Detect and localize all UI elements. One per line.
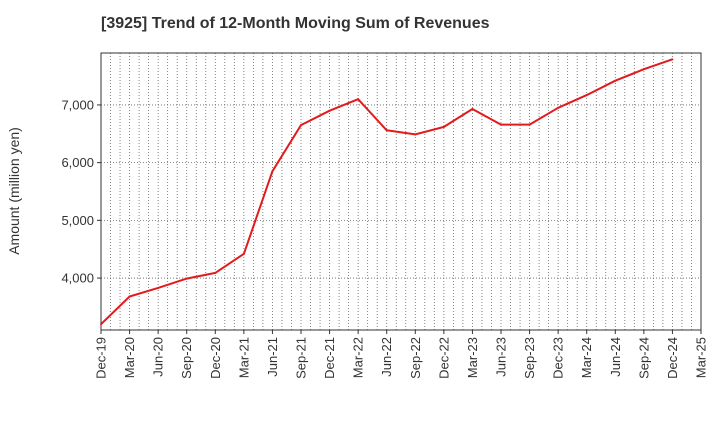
x-tick-label: Dec-23: [551, 337, 566, 379]
data-point: [557, 106, 560, 109]
data-point: [300, 124, 302, 127]
data-point: [357, 98, 360, 101]
grid: [101, 53, 701, 330]
x-tick-label: Jun-22: [379, 337, 394, 377]
x-tick-label: Mar-25: [694, 337, 709, 378]
x-axis-ticks: Dec-19 Mar-20 Jun-20 Sep-20 Dec-20 Mar-21 Jun-…: [94, 330, 709, 379]
x-tick-label: Sep-21: [294, 337, 309, 379]
data-point: [128, 295, 131, 298]
x-tick-label: Mar-24: [579, 337, 594, 378]
y-axis-label: Amount (million yen): [6, 127, 22, 255]
x-tick-label: Jun-21: [265, 337, 280, 377]
x-tick-label: Jun-24: [608, 337, 623, 377]
plot-frame: [100, 52, 702, 331]
plot-border: [100, 52, 702, 331]
x-tick-label: Sep-20: [179, 337, 194, 379]
data-point: [185, 277, 188, 280]
data-point: [471, 107, 474, 110]
x-tick-label: Jun-20: [151, 337, 166, 377]
data-point: [271, 170, 274, 173]
chart-title: [3925] Trend of 12-Month Moving Sum of R…: [101, 15, 490, 32]
data-point: [642, 68, 645, 71]
data-point: [157, 286, 160, 289]
y-tick-label: 4,000: [61, 271, 94, 286]
data-point: [385, 129, 388, 132]
x-tick-label: Dec-19: [94, 337, 109, 379]
y-tick-label: 5,000: [61, 213, 94, 228]
x-tick-label: Dec-22: [436, 337, 451, 379]
x-tick-label: Sep-24: [636, 337, 651, 379]
y-tick-label: 7,000: [61, 97, 94, 112]
y-axis-ticks: 4,000 5,000 6,000 7,000: [61, 97, 101, 286]
x-tick-label: Dec-20: [208, 337, 223, 379]
data-point: [585, 94, 588, 97]
y-tick-label: 6,000: [61, 155, 94, 170]
data-point: [442, 125, 445, 128]
data-point: [328, 109, 331, 112]
data-point: [500, 123, 502, 126]
x-tick-label: Mar-23: [465, 337, 480, 378]
data-point: [100, 323, 102, 326]
data-point: [242, 252, 245, 255]
x-tick-label: Sep-22: [408, 337, 423, 379]
data-point: [214, 271, 217, 274]
data-point: [614, 79, 617, 82]
x-tick-label: Sep-23: [522, 337, 537, 379]
data-point: [528, 123, 531, 126]
x-tick-label: Jun-23: [494, 337, 509, 377]
x-tick-label: Dec-24: [665, 337, 680, 379]
series: [100, 58, 674, 326]
x-tick-label: Dec-21: [322, 337, 337, 379]
data-point: [671, 58, 674, 61]
data-point: [414, 133, 417, 136]
x-tick-label: Mar-22: [351, 337, 366, 378]
x-tick-label: Mar-20: [122, 337, 137, 378]
x-tick-label: Mar-21: [236, 337, 251, 378]
